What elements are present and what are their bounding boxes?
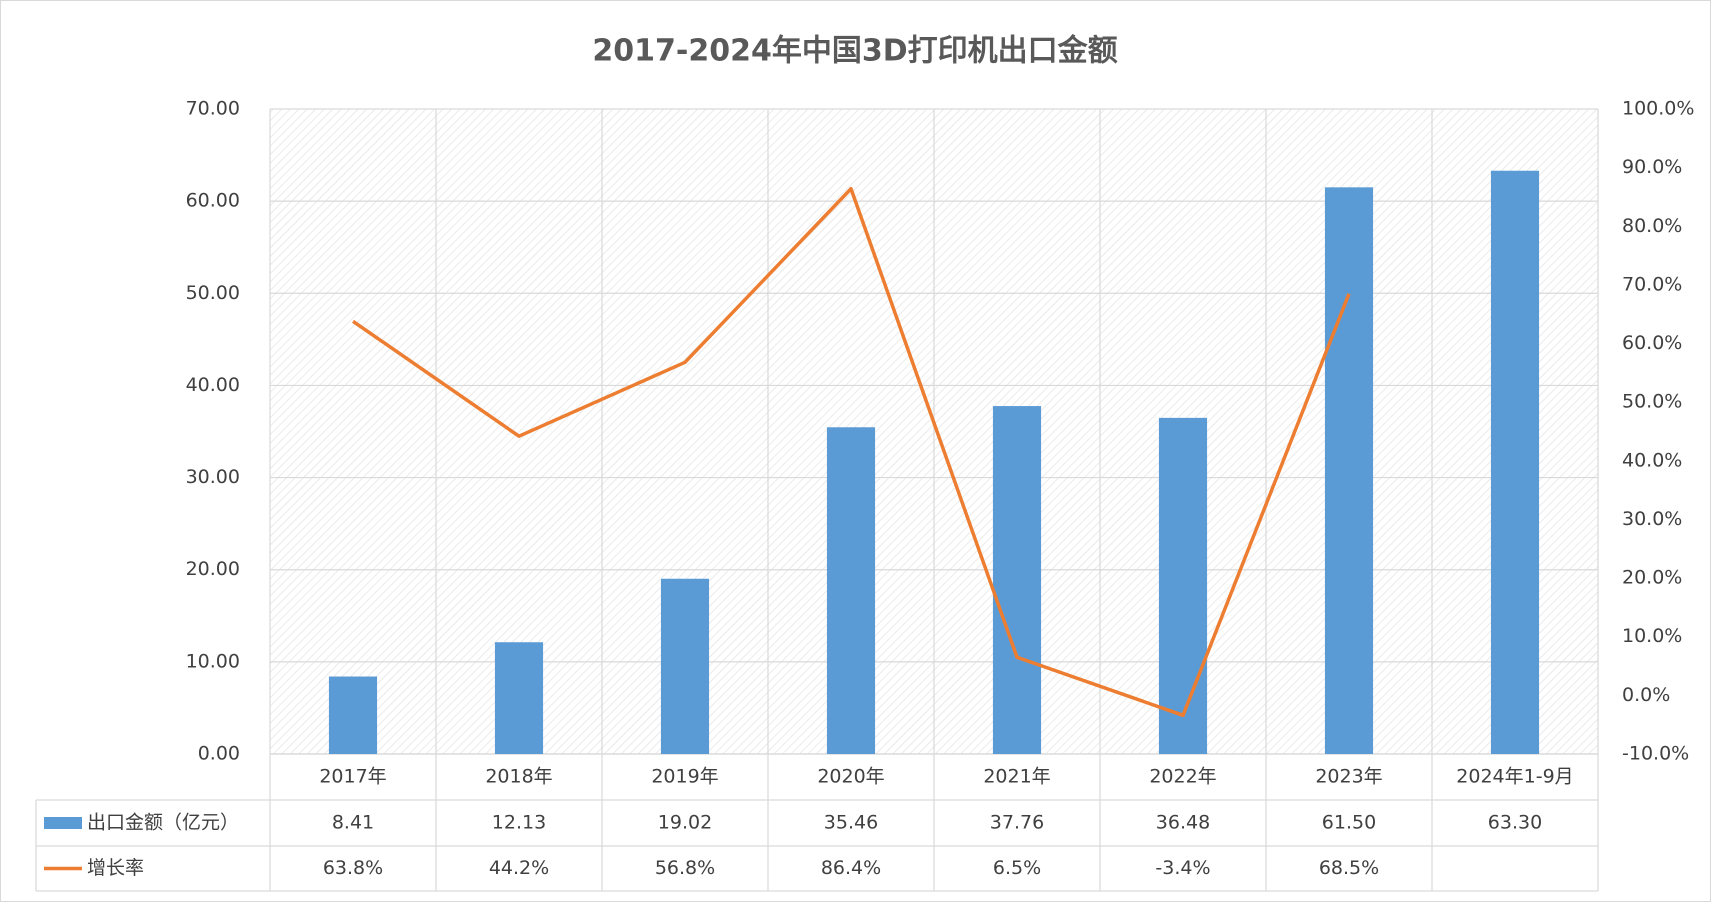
bar — [494, 642, 544, 754]
table-value: 63.8% — [323, 857, 383, 879]
x-tick-label: 2023年 — [1315, 766, 1382, 788]
y-tick-label: 60.00 — [186, 190, 240, 212]
table-value: 63.30 — [1488, 812, 1542, 834]
table-value: 44.2% — [489, 857, 549, 879]
y2-tick-label: 90.0% — [1622, 156, 1682, 178]
table-value: 19.02 — [658, 812, 712, 834]
y2-tick-label: 10.0% — [1622, 625, 1682, 647]
x-tick-label: 2017年 — [319, 766, 386, 788]
y2-tick-label: 0.0% — [1622, 684, 1670, 706]
chart-title: 2017-2024年中国3D打印机出口金额 — [592, 34, 1117, 69]
x-tick-label: 2024年1-9月 — [1456, 766, 1573, 788]
x-tick-label: 2022年 — [1149, 766, 1216, 788]
x-tick-label: 2020年 — [817, 766, 884, 788]
table-value: 68.5% — [1319, 857, 1379, 879]
y-tick-label: 0.00 — [198, 743, 240, 765]
y-tick-label: 20.00 — [186, 558, 240, 580]
y2-tick-label: 40.0% — [1622, 449, 1682, 471]
legend-label: 出口金额（亿元） — [87, 812, 239, 834]
y-tick-label: 30.00 — [186, 466, 240, 488]
table-value: 61.50 — [1322, 812, 1376, 834]
y2-tick-label: 20.0% — [1622, 567, 1682, 589]
line — [352, 186, 1351, 718]
table-value: 37.76 — [990, 812, 1044, 834]
x-tick-label: 2021年 — [983, 766, 1050, 788]
y-tick-label: 50.00 — [186, 282, 240, 304]
y2-tick-label: 60.0% — [1622, 332, 1682, 354]
bar — [328, 676, 378, 754]
legend-label: 增长率 — [87, 857, 144, 879]
y2-tick-label: 80.0% — [1622, 215, 1682, 237]
y-tick-label: 10.00 — [186, 650, 240, 672]
x-tick-label: 2018年 — [485, 766, 552, 788]
bar — [1490, 170, 1540, 754]
y-tick-label: 40.00 — [186, 374, 240, 396]
legend-key — [44, 817, 82, 829]
y2-tick-label: 50.0% — [1622, 391, 1682, 413]
y2-tick-label: -10.0% — [1622, 743, 1689, 765]
y2-tick-label: 100.0% — [1622, 98, 1694, 120]
y-tick-label: 70.00 — [186, 98, 240, 120]
y2-tick-label: 30.0% — [1622, 508, 1682, 530]
table-value: 86.4% — [821, 857, 881, 879]
bar — [660, 578, 710, 754]
bar — [992, 406, 1042, 754]
table-value: 8.41 — [332, 812, 374, 834]
bar — [826, 427, 876, 754]
table-value: 12.13 — [492, 812, 546, 834]
table-value: 56.8% — [655, 857, 715, 879]
x-tick-label: 2019年 — [651, 766, 718, 788]
table-value: 6.5% — [993, 857, 1041, 879]
bar — [1324, 187, 1374, 755]
bar — [1158, 417, 1208, 754]
table-value: 36.48 — [1156, 812, 1210, 834]
table-value: 35.46 — [824, 812, 878, 834]
y2-tick-label: 70.0% — [1622, 273, 1682, 295]
table-value: -3.4% — [1155, 857, 1210, 879]
